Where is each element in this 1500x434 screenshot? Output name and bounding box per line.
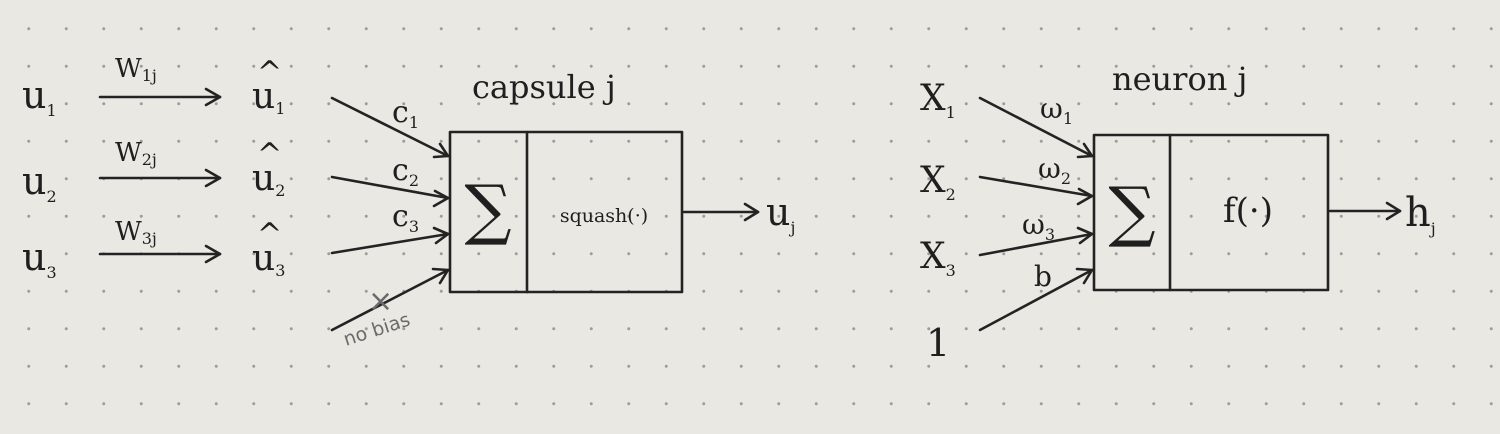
capsule-diagram: capsule j u1 u2 u3 W1j W2j W3j <box>22 54 795 351</box>
capsule-coupling-1: c1 <box>392 95 419 132</box>
svg-text:u1: u1 <box>252 76 285 118</box>
capsule-sum-symbol: ∑ <box>464 171 511 248</box>
capsule-box <box>448 130 684 294</box>
capsule-prediction-1: ^ u1 <box>252 55 285 118</box>
neuron-weight-arrow-1 <box>978 96 1094 159</box>
capsule-output-arrow <box>682 202 760 222</box>
capsule-prediction-3: ^ u3 <box>252 217 285 280</box>
capsule-activation: squash(·) <box>560 205 648 227</box>
neuron-bias-input: 1 <box>926 321 950 365</box>
neuron-input-1: X1 <box>920 78 956 122</box>
neuron-weight-2: ω2 <box>1038 152 1071 188</box>
capsule-input-1: u1 <box>22 73 57 120</box>
capsule-coupling-2: c2 <box>392 153 419 190</box>
svg-text:u2: u2 <box>252 158 285 200</box>
neuron-weight-arrow-2 <box>978 175 1094 206</box>
capsule-prediction-2: ^ u2 <box>252 137 285 200</box>
neuron-output-arrow <box>1328 201 1402 221</box>
svg-text:^: ^ <box>257 55 282 90</box>
neuron-bias-weight: b <box>1034 260 1052 293</box>
neuron-weight-1: ω1 <box>1040 92 1073 128</box>
neuron-weight-arrow-3 <box>978 226 1094 257</box>
neuron-bias-arrow <box>978 267 1094 332</box>
neuron-input-3: X3 <box>920 236 956 280</box>
capsule-weight-1: W1j <box>115 54 157 85</box>
neuron-activation: f(·) <box>1223 191 1273 231</box>
svg-text:^: ^ <box>257 217 282 252</box>
neuron-sum-symbol: ∑ <box>1108 173 1155 250</box>
capsule-transform-arrow-2 <box>98 168 222 188</box>
neuron-output: hj <box>1405 190 1436 238</box>
capsule-title: capsule j <box>472 68 616 106</box>
capsule-input-2: u2 <box>22 159 57 206</box>
capsule-coupling-3: c3 <box>392 199 419 236</box>
capsule-output: uj <box>766 190 795 237</box>
neuron-weight-3: ω3 <box>1022 208 1055 244</box>
neuron-title: neuron j <box>1112 60 1247 98</box>
no-bias-cross-mark: × <box>368 284 393 319</box>
neuron-diagram: neuron j X1 X2 X3 1 ω1 <box>920 60 1436 365</box>
neuron-box <box>1092 133 1330 292</box>
capsule-no-bias-arrow <box>330 267 450 332</box>
capsule-coupling-arrow-3 <box>330 226 450 255</box>
capsule-transform-arrow-3 <box>98 244 222 264</box>
capsule-weight-3: W3j <box>115 217 157 248</box>
capsule-transform-arrow-1 <box>98 87 222 107</box>
capsule-input-3: u3 <box>22 235 57 282</box>
svg-text:u3: u3 <box>252 238 285 280</box>
capsule-weight-2: W2j <box>115 138 157 169</box>
capsule-coupling-arrow-2 <box>330 175 450 208</box>
svg-text:^: ^ <box>257 137 282 172</box>
capsule-coupling-arrow-1 <box>330 96 450 159</box>
neuron-input-2: X2 <box>920 160 956 204</box>
